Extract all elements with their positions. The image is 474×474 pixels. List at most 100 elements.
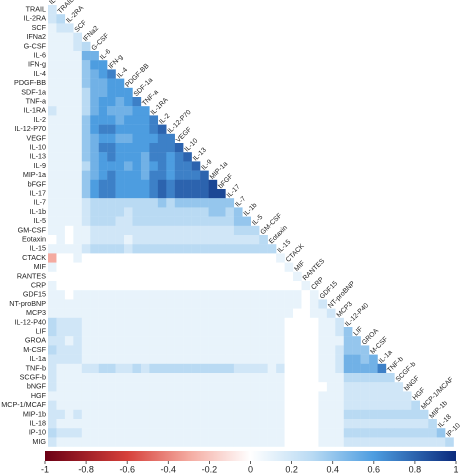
cell <box>250 290 260 300</box>
colorbar-tick-label: -0.4 <box>161 464 177 474</box>
column-label: IL-18 <box>437 413 453 429</box>
cell <box>90 373 99 383</box>
cell <box>318 354 328 364</box>
cell <box>183 409 192 420</box>
cell <box>81 373 91 383</box>
colorbar-tick-label: 0.8 <box>409 464 422 474</box>
cell <box>191 308 201 318</box>
cell <box>48 189 57 199</box>
cell <box>276 317 285 328</box>
row-label: IL-18 <box>30 419 46 428</box>
cell <box>140 308 150 318</box>
cell <box>309 400 319 410</box>
cell <box>81 336 91 346</box>
cell <box>259 262 268 272</box>
cell <box>259 271 268 282</box>
cell <box>217 345 226 355</box>
cell <box>73 32 82 42</box>
row-label: HGF <box>31 391 47 400</box>
cell <box>140 391 150 401</box>
cell <box>293 391 302 401</box>
cell <box>343 400 353 410</box>
cell <box>132 409 142 420</box>
cell <box>81 143 91 153</box>
cell <box>115 244 125 254</box>
cell <box>318 391 328 401</box>
cell <box>259 327 268 337</box>
cell <box>233 363 243 374</box>
cell <box>157 391 167 401</box>
cell <box>48 354 57 364</box>
cell <box>259 400 268 410</box>
cell <box>293 299 302 309</box>
cell <box>73 400 82 410</box>
cell <box>115 106 125 116</box>
cell <box>242 373 251 383</box>
cell <box>394 400 404 410</box>
cell <box>200 363 209 374</box>
cell <box>402 391 412 401</box>
cell <box>140 207 150 217</box>
row-label: PDGF-BB <box>14 78 46 87</box>
cell <box>318 428 328 438</box>
cell <box>301 336 311 346</box>
cell <box>208 363 218 374</box>
cell <box>107 198 116 208</box>
cell <box>225 373 235 383</box>
cell <box>225 336 235 346</box>
cell <box>115 115 125 125</box>
cell <box>64 170 74 180</box>
cell <box>98 391 108 401</box>
cell <box>140 235 150 245</box>
cell <box>81 327 91 337</box>
cell <box>191 391 201 401</box>
cell <box>140 437 150 447</box>
cell <box>81 170 91 180</box>
cell <box>64 327 74 337</box>
cell <box>394 428 404 438</box>
cell <box>98 78 108 88</box>
cell <box>335 317 344 328</box>
cell <box>48 382 57 392</box>
cell <box>107 87 116 98</box>
cell <box>90 69 99 79</box>
cell <box>174 327 184 337</box>
cell <box>124 235 133 245</box>
cell <box>343 428 353 438</box>
cell <box>276 308 285 318</box>
cell <box>208 235 218 245</box>
cell <box>200 244 209 254</box>
cell <box>73 437 82 447</box>
cell <box>183 271 192 282</box>
cell <box>217 391 226 401</box>
cell <box>225 428 235 438</box>
cell <box>360 400 370 410</box>
cell <box>149 143 159 153</box>
cell <box>73 161 82 171</box>
cell <box>217 437 226 447</box>
cell <box>157 428 167 438</box>
cell <box>352 382 361 392</box>
cell <box>132 235 142 245</box>
cell <box>335 336 344 346</box>
cell <box>225 225 235 236</box>
cell <box>107 299 116 309</box>
cell <box>73 207 82 217</box>
cell <box>48 419 57 429</box>
cell <box>64 235 74 245</box>
cell <box>335 327 344 337</box>
cell <box>124 262 133 272</box>
row-label: IL-13 <box>30 152 46 161</box>
cell <box>166 198 175 208</box>
cell <box>90 60 99 70</box>
cell <box>174 290 184 300</box>
cell <box>157 281 167 291</box>
cell <box>394 419 404 429</box>
cell <box>174 244 184 254</box>
cell <box>200 373 209 383</box>
cell <box>115 373 125 383</box>
cell <box>276 437 285 447</box>
cell <box>48 290 57 300</box>
cell <box>98 253 108 263</box>
cell <box>191 161 201 171</box>
